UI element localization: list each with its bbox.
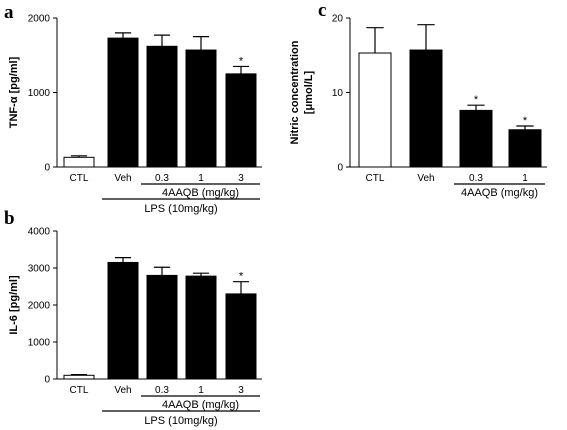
y-tick-label: 2000 xyxy=(28,301,51,312)
y-tick-label: 3000 xyxy=(28,264,51,275)
panel-c: c 0 10 20 Nitric concentration [μmol/L] CTL Veh… xyxy=(289,0,547,199)
category-label: 3 xyxy=(238,173,244,184)
category-label: 1 xyxy=(198,173,204,184)
category-label: 0.3 xyxy=(155,173,169,184)
category-label: CTL xyxy=(70,385,89,396)
bar-3 xyxy=(225,293,257,380)
bar-CTL xyxy=(63,374,95,380)
significance-mark: * xyxy=(474,94,479,106)
category-label: Veh xyxy=(114,173,131,184)
bar-1 xyxy=(185,49,217,168)
panel-letter: c xyxy=(318,0,326,21)
category-label: Veh xyxy=(417,173,434,184)
bar-Veh xyxy=(107,261,139,380)
panel-letter: b xyxy=(4,208,15,229)
significance-mark: * xyxy=(523,115,528,127)
y-tick-label: 0 xyxy=(337,163,343,174)
category-label: 0.3 xyxy=(155,385,169,396)
y-axis-label: Nitric concentration xyxy=(289,40,301,144)
category-label: Veh xyxy=(114,385,131,396)
category-label: CTL xyxy=(366,173,385,184)
group-label: 4AAQB (mg/kg) xyxy=(162,187,239,199)
bar-0.3 xyxy=(459,109,493,168)
panel-letter: a xyxy=(4,2,14,23)
bar-3 xyxy=(225,73,257,168)
significance-mark: * xyxy=(239,271,244,283)
y-tick-label: 0 xyxy=(44,375,50,386)
bar-CTL xyxy=(63,156,95,168)
bar-CTL xyxy=(358,52,392,168)
group-label: LPS (10mg/kg) xyxy=(144,203,217,215)
category-label: 3 xyxy=(238,385,244,396)
y-tick-label: 10 xyxy=(332,88,344,99)
y-tick-label: 0 xyxy=(44,163,50,174)
significance-mark: * xyxy=(239,55,244,67)
bar-1 xyxy=(508,129,542,168)
bar-Veh xyxy=(107,37,139,168)
y-tick-label: 2000 xyxy=(28,14,51,25)
group-label: LPS (10mg/kg) xyxy=(144,415,217,427)
y-axis-label: [μmol/L] xyxy=(303,70,315,114)
y-tick-label: 1000 xyxy=(28,88,51,99)
y-tick-label: 1000 xyxy=(28,338,51,349)
group-label: 4AAQB (mg/kg) xyxy=(461,187,538,199)
category-label: 1 xyxy=(198,385,204,396)
panel-a: a 0 1000 2000 TNF-α [pg/ml] CTL Veh 0.3 1 * 3 4AAQB… xyxy=(4,2,262,215)
y-tick-label: 20 xyxy=(332,14,344,25)
category-label: 1 xyxy=(522,173,528,184)
y-axis-label: IL-6 [pg/ml] xyxy=(8,275,20,335)
y-tick-label: 4000 xyxy=(28,227,51,238)
bar-0.3 xyxy=(146,274,178,380)
y-axis-label: TNF-α [pg/ml] xyxy=(8,56,20,128)
bar-1 xyxy=(185,275,217,380)
category-label: 0.3 xyxy=(469,173,483,184)
bar-Veh xyxy=(409,49,443,168)
panel-b: b 0 1000 2000 3000 4000 IL-6 [pg/ml] CTL Veh 0.3 1… xyxy=(4,208,262,427)
group-label: 4AAQB (mg/kg) xyxy=(162,399,239,411)
category-label: CTL xyxy=(70,173,89,184)
bar-0.3 xyxy=(146,45,178,168)
